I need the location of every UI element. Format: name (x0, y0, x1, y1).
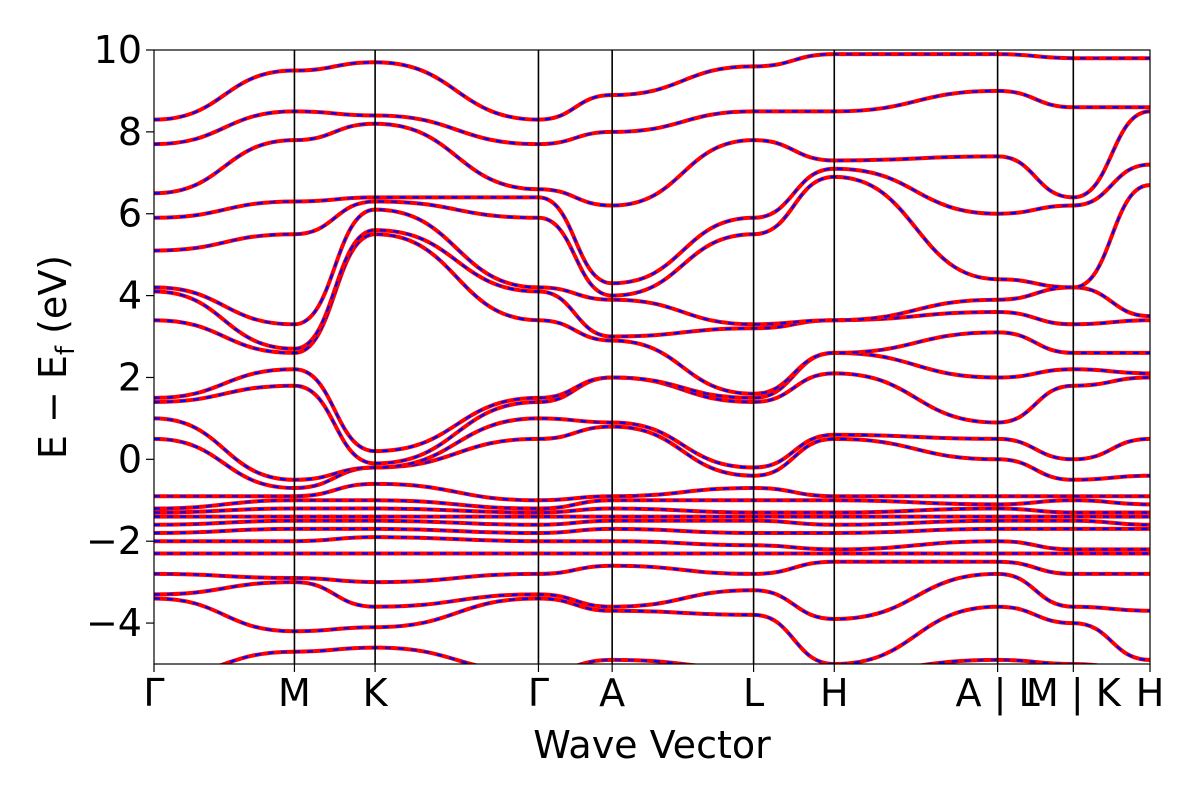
band-2-series-b (154, 572, 1150, 621)
y-axis-label-main: E − E (31, 355, 75, 459)
band-18-series-b (154, 208, 1150, 326)
band-23-series-b (154, 52, 1150, 121)
band-0-series-a (218, 645, 1102, 664)
x-axis-label: Wave Vector (533, 723, 771, 767)
x-tick-label: H (1136, 671, 1165, 715)
bands-layer (154, 52, 1150, 664)
band-6-series-b (154, 527, 1150, 535)
band-20-series-b (154, 163, 1150, 285)
band-22-series-a (154, 88, 1150, 147)
band-15-series-b (154, 351, 1150, 453)
y-tick-label: 6 (118, 192, 142, 236)
band-13-series-a (154, 416, 1150, 482)
band-21-series-a (154, 109, 1150, 208)
band-1-series-a (154, 596, 1150, 664)
y-tick-label: 4 (118, 274, 142, 318)
x-axis-ticks: Γ M K Γ A L H A | LM | K H (143, 664, 1164, 716)
y-axis-ticks: −4 −2 0 2 4 6 8 10 (86, 28, 154, 645)
y-axis-label: E − Ef (eV) (31, 255, 81, 459)
x-tick-label: H (820, 671, 849, 715)
y-axis-label-subscript: f (51, 345, 81, 355)
x-tick-label: Γ (528, 671, 549, 715)
y-tick-label: −2 (86, 519, 142, 563)
band-5-series-b (154, 535, 1150, 551)
band-9-series-b (154, 507, 1150, 514)
band-19-series-b (154, 175, 1150, 297)
y-tick-label: 2 (118, 355, 142, 399)
y-tick-label: 10 (94, 28, 142, 72)
band-21-series-b (154, 110, 1150, 207)
band-5-series-a (154, 535, 1150, 552)
y-axis-label-unit: (eV) (31, 255, 75, 346)
band-14-series-a (154, 371, 1150, 466)
x-tick-label: Γ (143, 671, 164, 715)
kpoint-segment-lines (293, 50, 1075, 664)
band-7-series-b (154, 519, 1150, 526)
band-3-series-a (154, 559, 1150, 585)
x-tick-label: M (278, 671, 311, 715)
band-10-series-b (154, 499, 1150, 510)
band-20-series-a (154, 162, 1150, 286)
x-tick-label: M | K (1026, 671, 1122, 716)
x-tick-label: A (599, 671, 625, 715)
band-3-series-b (154, 560, 1150, 584)
band-11-series-b (154, 482, 1150, 502)
y-tick-label: 8 (118, 110, 142, 154)
band-15-series-a (154, 350, 1150, 454)
plot-frame (153, 49, 1151, 665)
x-tick-label: A | L (956, 671, 1040, 716)
y-tick-label: −4 (86, 601, 142, 645)
x-tick-label: L (743, 671, 764, 715)
band-13-series-b (154, 417, 1150, 481)
x-tick-label: K (363, 671, 389, 715)
band-22-series-b (154, 89, 1150, 146)
band-18-series-a (154, 207, 1150, 327)
y-tick-label: 0 (118, 437, 142, 481)
band-12-series-b (154, 425, 1150, 490)
